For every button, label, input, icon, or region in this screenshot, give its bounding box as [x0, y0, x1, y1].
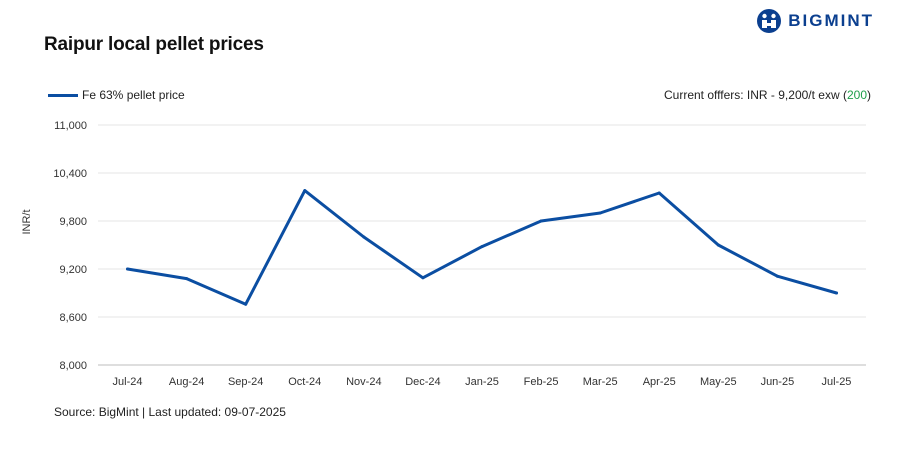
- y-tick-label: 8,000: [59, 360, 87, 372]
- x-tick-label: Mar-25: [583, 376, 618, 388]
- data-point: [539, 219, 543, 223]
- brand-name: BIGMINT: [788, 11, 874, 30]
- y-axis-label: INR/t: [21, 209, 33, 234]
- x-tick-label: Oct-24: [288, 376, 321, 388]
- y-tick-label: 10,400: [53, 168, 87, 180]
- x-axis-ticks: Jul-24 Aug-24 Sep-24 Oct-24 Nov-24 Dec-24 Jan-…: [113, 376, 852, 388]
- bigmint-logo-icon: [757, 9, 782, 33]
- x-tick-label: Jul-25: [821, 376, 851, 388]
- data-point: [244, 302, 248, 306]
- y-tick-label: 9,800: [59, 216, 87, 228]
- y-tick-label: 11,000: [54, 120, 87, 132]
- legend-swatch: [48, 93, 78, 97]
- chart-title: Raipur local pellet prices: [44, 34, 264, 55]
- y-tick-label: 9,200: [59, 264, 87, 276]
- y-tick-label: 8,600: [59, 312, 87, 324]
- data-point: [362, 235, 366, 239]
- chart-legend: Fe 63% pellet price: [48, 88, 185, 102]
- data-point: [185, 277, 189, 281]
- x-tick-label: Feb-25: [524, 376, 559, 388]
- brand-logo: BIGMINT: [756, 8, 874, 34]
- x-tick-label: Aug-24: [169, 376, 204, 388]
- series-group: [126, 189, 838, 306]
- data-point: [598, 211, 602, 215]
- x-tick-label: Nov-24: [346, 376, 381, 388]
- data-point: [480, 245, 484, 249]
- data-point: [421, 276, 425, 280]
- offers-change: 200: [846, 88, 867, 102]
- source-note: Source: BigMint | Last updated: 09-07-20…: [54, 405, 286, 419]
- data-point: [834, 291, 838, 295]
- x-tick-label: Apr-25: [643, 376, 676, 388]
- data-point: [303, 189, 307, 193]
- x-tick-label: Sep-24: [228, 376, 263, 388]
- x-tick-label: Jul-24: [113, 376, 143, 388]
- grid-lines: [98, 124, 866, 366]
- x-tick-label: Jun-25: [761, 376, 795, 388]
- legend-label: Fe 63% pellet price: [82, 88, 185, 102]
- data-point: [716, 243, 720, 247]
- data-point: [775, 274, 779, 278]
- data-point: [657, 191, 661, 195]
- offers-text: Current offfers: INR - 9,200/t exw (: [664, 88, 847, 102]
- x-tick-label: Jan-25: [465, 376, 499, 388]
- x-tick-label: Dec-24: [405, 376, 440, 388]
- data-point: [126, 267, 130, 271]
- current-offers: Current offfers: INR - 9,200/t exw (200): [664, 88, 871, 102]
- offers-suffix: ): [867, 88, 871, 102]
- x-tick-label: May-25: [700, 376, 737, 388]
- y-axis-ticks: 8,000 8,600 9,200 9,800 10,400 11,000: [53, 120, 87, 372]
